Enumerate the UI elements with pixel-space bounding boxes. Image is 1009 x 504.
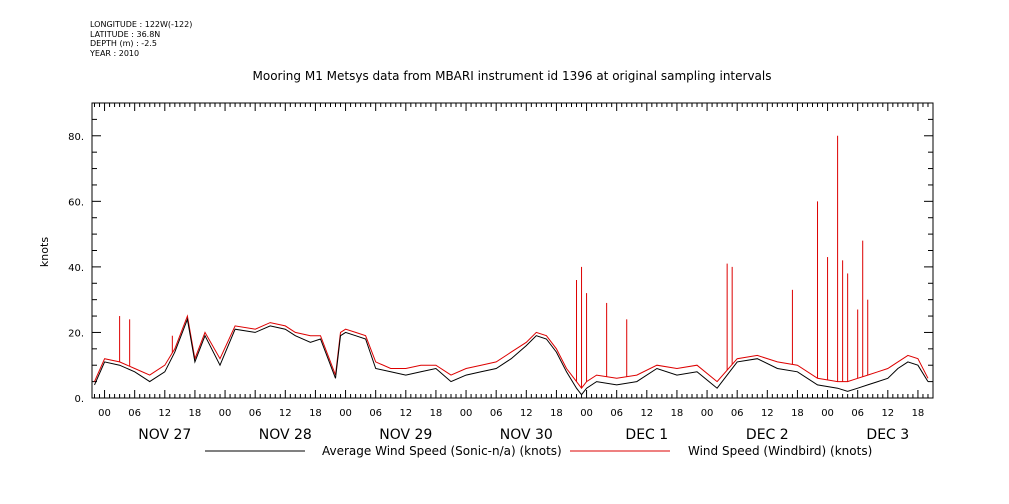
location-metadata: LONGITUDE : 122W(-122) LATITUDE : 36.8N … — [90, 20, 192, 58]
x-tick-label: 18 — [671, 408, 684, 419]
latitude-text: LATITUDE : 36.8N — [90, 29, 161, 39]
x-tick-label: 06 — [851, 408, 864, 419]
x-axis: 00 06 12 18 00 06 12 18 00 06 12 18 00 06 12 18 00 06 12 18… — [94, 103, 934, 443]
series-line-windbird — [94, 314, 929, 390]
x-tick-label: 12 — [399, 408, 412, 419]
x-tick-label: 18 — [912, 408, 925, 419]
x-tick-label: 12 — [881, 408, 894, 419]
x-tick-label: 18 — [791, 408, 804, 419]
x-tick-label: 00 — [701, 408, 714, 419]
x-tick-label: 00 — [219, 408, 232, 419]
x-tick-label: 12 — [520, 408, 533, 419]
y-axis: 0. 20. 40. 60. 80. — [68, 102, 933, 405]
x-tick-label: 00 — [821, 408, 834, 419]
x-tick-label: 18 — [430, 408, 443, 419]
series-layer — [94, 135, 929, 396]
plot-border — [91, 102, 934, 399]
y-axis-label: knots — [38, 237, 51, 267]
plot-frame — [91, 102, 934, 399]
y-tick-label: 60. — [68, 197, 84, 208]
day-label: DEC 1 — [625, 427, 668, 443]
x-tick-label: 12 — [158, 408, 171, 419]
chart-title: Mooring M1 Metsys data from MBARI instru… — [253, 69, 772, 83]
x-tick-label: 06 — [610, 408, 623, 419]
x-tick-label: 12 — [761, 408, 774, 419]
legend-label-sonic: Average Wind Speed (Sonic-n/a) (knots) — [322, 444, 562, 458]
x-tick-label: 12 — [279, 408, 292, 419]
x-tick-label: 12 — [640, 408, 653, 419]
x-tick-label: 06 — [128, 408, 141, 419]
y-tick-label: 40. — [68, 263, 84, 274]
day-label: NOV 27 — [138, 427, 191, 443]
day-label: DEC 2 — [746, 427, 789, 443]
longitude-text: LONGITUDE : 122W(-122) — [90, 20, 193, 29]
y-tick-label: 80. — [68, 132, 84, 143]
x-tick-label: 18 — [550, 408, 563, 419]
x-tick-label: 00 — [580, 408, 593, 419]
day-label: NOV 29 — [379, 427, 432, 443]
day-label: NOV 30 — [500, 427, 553, 443]
x-tick-label: 00 — [460, 408, 473, 419]
day-label: DEC 3 — [866, 427, 909, 443]
y-tick-label: 20. — [68, 328, 84, 339]
x-tick-label: 06 — [731, 408, 744, 419]
day-label: NOV 28 — [259, 427, 312, 443]
x-tick-label: 00 — [339, 408, 352, 419]
legend-label-windbird: Wind Speed (Windbird) (knots) — [688, 444, 872, 458]
depth-text: DEPTH (m) : -2.5 — [90, 39, 157, 48]
x-tick-label: 06 — [490, 408, 503, 419]
x-tick-label: 18 — [309, 408, 322, 419]
year-text: YEAR : 2010 — [90, 48, 140, 58]
x-tick-label: 00 — [98, 408, 111, 419]
legend: Average Wind Speed (Sonic-n/a) (knots) Wi… — [205, 444, 872, 458]
x-tick-label: 06 — [369, 408, 382, 419]
series-line-sonic — [94, 317, 929, 396]
x-tick-label: 18 — [189, 408, 202, 419]
x-tick-label: 06 — [249, 408, 262, 419]
y-tick-label: 0. — [74, 394, 84, 405]
